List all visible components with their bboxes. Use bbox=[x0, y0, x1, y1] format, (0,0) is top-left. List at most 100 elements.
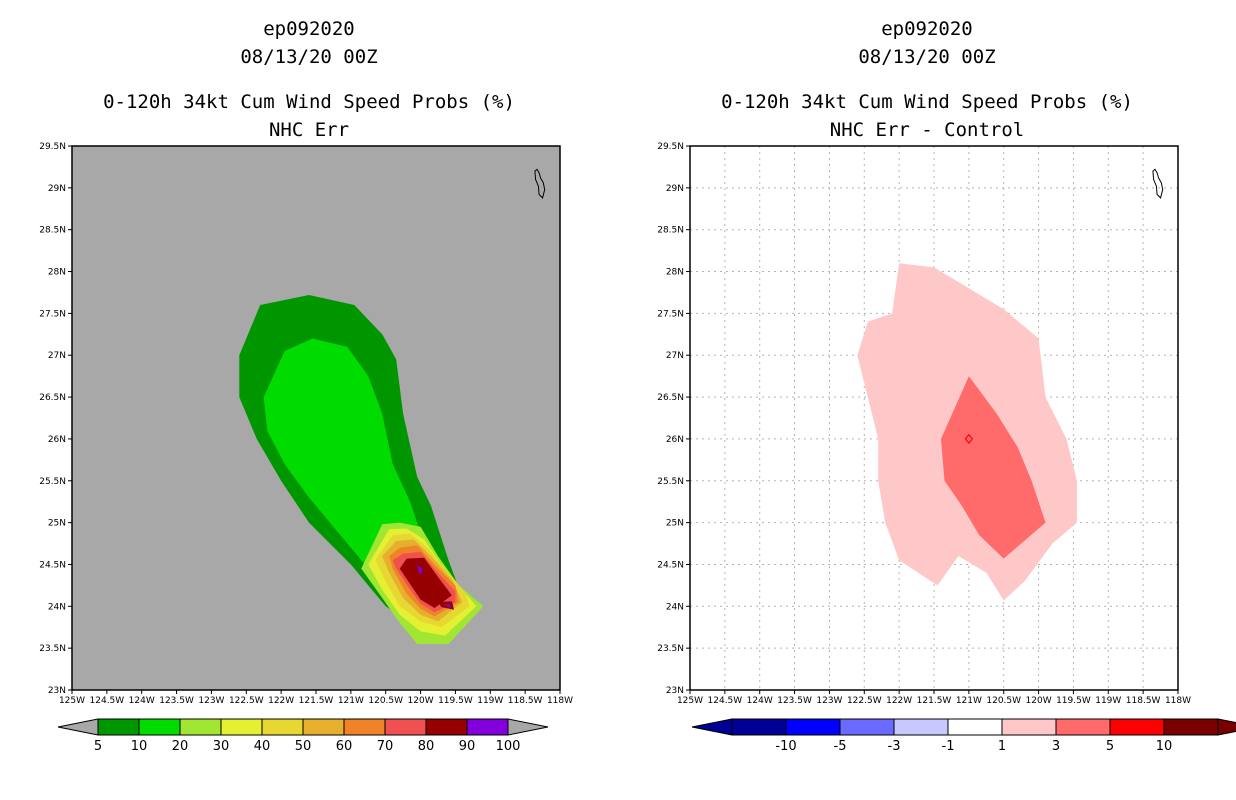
lon-label: 119W bbox=[1095, 696, 1121, 706]
lon-label: 120W bbox=[1026, 696, 1052, 706]
left-colorbar-label: 90 bbox=[459, 739, 476, 754]
lat-label: 24N bbox=[666, 602, 684, 612]
lat-label: 24.5N bbox=[39, 560, 66, 570]
right-datetime: 08/13/20 00Z bbox=[858, 46, 996, 68]
lon-label: 118W bbox=[547, 696, 573, 706]
right-colorbar-swatch bbox=[1163, 718, 1219, 736]
right-colorbar-swatch bbox=[1109, 718, 1165, 736]
left-colorbar-swatch bbox=[220, 718, 263, 736]
lon-label: 120.5W bbox=[368, 696, 403, 706]
right-colorbar-swatch bbox=[947, 718, 1003, 736]
lon-label: 123W bbox=[198, 696, 224, 706]
lat-label: 27N bbox=[666, 351, 684, 361]
left-colorbar-label: 30 bbox=[213, 739, 230, 754]
left-colorbar-swatch bbox=[302, 718, 345, 736]
lon-label: 121W bbox=[956, 696, 982, 706]
lat-label: 25N bbox=[666, 519, 684, 529]
lat-label: 26N bbox=[666, 435, 684, 445]
lat-label: 23N bbox=[48, 686, 66, 696]
right-colorbar-swatch bbox=[1001, 718, 1057, 736]
left-colorbar-label: 80 bbox=[418, 739, 435, 754]
right-colorbar-label: -5 bbox=[834, 739, 847, 754]
right-colorbar-swatch bbox=[731, 718, 787, 736]
diff-contour-5 bbox=[964, 433, 974, 445]
lat-label: 29N bbox=[48, 184, 66, 194]
right-colorbar-label: 3 bbox=[1052, 739, 1060, 754]
lon-label: 118.5W bbox=[508, 696, 543, 706]
lon-label: 122.5W bbox=[229, 696, 264, 706]
lat-label: 29.5N bbox=[39, 142, 66, 152]
right-colorbar-swatch bbox=[839, 718, 895, 736]
lon-label: 119.5W bbox=[438, 696, 473, 706]
right-colorbar-swatch bbox=[1055, 718, 1111, 736]
right-map: 29.5N 29N 28.5N 28N 27.5N 27N 26.5N 26N 25.5N 25N… bbox=[657, 142, 1236, 754]
left-colorbar-label: 10 bbox=[131, 739, 148, 754]
lat-label: 28N bbox=[48, 268, 66, 278]
left-map: 29.5N 29N 28.5N 28N 27.5N 27N 26.5N 26N 25.5N 25N… bbox=[39, 142, 573, 754]
left-colorbar-label: 70 bbox=[377, 739, 394, 754]
prob-contour-90 bbox=[408, 559, 426, 586]
right-colorbar-left-arrow bbox=[691, 718, 733, 736]
right-colorbar-label: 10 bbox=[1156, 739, 1173, 754]
lat-label: 26N bbox=[48, 435, 66, 445]
lat-label: 23.5N bbox=[657, 644, 684, 654]
left-colorbar-swatch bbox=[261, 718, 304, 736]
left-colorbar-swatch bbox=[384, 718, 427, 736]
lon-label: 122.5W bbox=[847, 696, 882, 706]
lon-label: 125W bbox=[677, 696, 703, 706]
left-colorbar-swatch bbox=[138, 718, 181, 736]
left-colorbar-label: 60 bbox=[336, 739, 353, 754]
lon-label: 118.5W bbox=[1126, 696, 1161, 706]
lon-label: 122W bbox=[268, 696, 294, 706]
lon-label: 119.5W bbox=[1056, 696, 1091, 706]
left-panel: ep092020 08/13/20 00Z 0-120h 34kt Cum Wi… bbox=[39, 18, 573, 754]
left-storm-id: ep092020 bbox=[263, 18, 355, 40]
lon-label: 124.5W bbox=[708, 696, 743, 706]
right-colorbar-right-arrow bbox=[1217, 718, 1236, 736]
right-colorbar-swatch bbox=[893, 718, 949, 736]
left-colorbar-swatch bbox=[425, 718, 468, 736]
left-colorbar-swatch bbox=[179, 718, 222, 736]
lon-label: 123W bbox=[816, 696, 842, 706]
lon-label: 123.5W bbox=[159, 696, 194, 706]
prob-contour-100 bbox=[416, 565, 423, 576]
right-colorbar-label: -1 bbox=[942, 739, 955, 754]
lon-label: 123.5W bbox=[777, 696, 812, 706]
lat-label: 25N bbox=[48, 519, 66, 529]
lon-label: 118W bbox=[1165, 696, 1191, 706]
left-datetime: 08/13/20 00Z bbox=[240, 46, 378, 68]
lon-label: 122W bbox=[886, 696, 912, 706]
lat-label: 29N bbox=[666, 184, 684, 194]
lat-label: 24.5N bbox=[657, 560, 684, 570]
right-colorbar-swatch bbox=[785, 718, 841, 736]
island-outline bbox=[534, 168, 546, 199]
lat-label: 23N bbox=[666, 686, 684, 696]
right-colorbar-label: -10 bbox=[775, 739, 796, 754]
right-storm-id: ep092020 bbox=[881, 18, 973, 40]
left-colorbar-label: 20 bbox=[172, 739, 189, 754]
lat-label: 27.5N bbox=[39, 309, 66, 319]
lon-label: 120.5W bbox=[986, 696, 1021, 706]
lat-label: 28.5N bbox=[657, 226, 684, 236]
right-colorbar-label: 1 bbox=[998, 739, 1006, 754]
left-colorbar-label: 50 bbox=[295, 739, 312, 754]
lon-label: 124W bbox=[747, 696, 773, 706]
lon-label: 121.5W bbox=[917, 696, 952, 706]
left-colorbar-swatch bbox=[466, 718, 509, 736]
lon-label: 120W bbox=[408, 696, 434, 706]
lon-label: 121W bbox=[338, 696, 364, 706]
lon-label: 121.5W bbox=[299, 696, 334, 706]
island-outline bbox=[1152, 168, 1164, 199]
lat-label: 25.5N bbox=[657, 477, 684, 487]
right-subtitle: NHC Err - Control bbox=[829, 119, 1025, 141]
prob-contour-100 bbox=[444, 603, 452, 608]
right-panel: ep092020 08/13/20 00Z 0-120h 34kt Cum Wi… bbox=[618, 0, 1236, 800]
lat-label: 25.5N bbox=[39, 477, 66, 487]
lat-label: 26.5N bbox=[39, 393, 66, 403]
lat-label: 27N bbox=[48, 351, 66, 361]
lon-label: 124.5W bbox=[90, 696, 125, 706]
lon-label: 119W bbox=[477, 696, 503, 706]
lat-label: 28N bbox=[666, 268, 684, 278]
left-title: 0-120h 34kt Cum Wind Speed Probs (%) bbox=[103, 91, 515, 113]
left-colorbar-swatch bbox=[343, 718, 386, 736]
